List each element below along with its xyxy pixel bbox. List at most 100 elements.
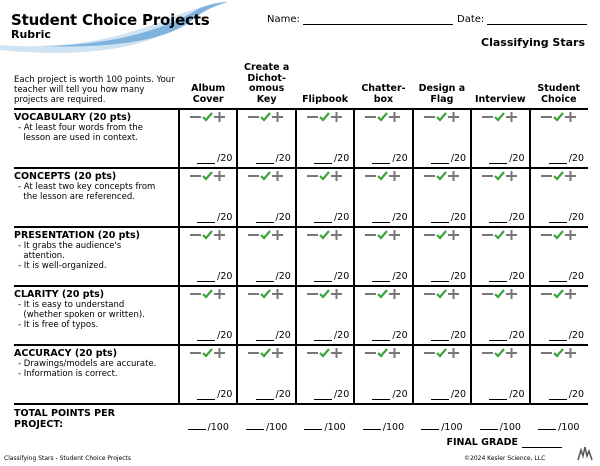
points-blank[interactable] (430, 154, 449, 164)
minus-icon[interactable] (423, 230, 435, 240)
points-blank[interactable] (255, 272, 274, 282)
minus-icon[interactable] (190, 348, 201, 358)
plus-icon[interactable] (389, 171, 401, 181)
plus-icon[interactable] (506, 171, 518, 181)
plus-icon[interactable] (564, 230, 576, 240)
check-icon[interactable] (435, 348, 447, 358)
plus-icon[interactable] (214, 289, 225, 299)
plus-icon[interactable] (214, 348, 225, 358)
plus-icon[interactable] (564, 348, 576, 358)
check-icon[interactable] (260, 112, 272, 122)
plus-icon[interactable] (447, 348, 459, 358)
check-icon[interactable] (260, 348, 272, 358)
total-blank[interactable] (538, 420, 557, 430)
minus-icon[interactable] (306, 171, 318, 181)
points-blank[interactable] (313, 331, 332, 341)
plus-icon[interactable] (564, 171, 576, 181)
minus-icon[interactable] (190, 112, 201, 122)
check-icon[interactable] (319, 112, 330, 122)
check-icon[interactable] (377, 230, 389, 240)
total-blank[interactable] (479, 420, 498, 430)
minus-icon[interactable] (365, 112, 377, 122)
minus-icon[interactable] (365, 171, 377, 181)
check-icon[interactable] (552, 348, 564, 358)
check-icon[interactable] (494, 171, 505, 181)
points-blank[interactable] (548, 331, 567, 341)
points-blank[interactable] (313, 390, 332, 400)
points-blank[interactable] (313, 154, 332, 164)
minus-icon[interactable] (190, 230, 201, 240)
minus-icon[interactable] (248, 112, 260, 122)
minus-icon[interactable] (423, 112, 435, 122)
points-blank[interactable] (372, 390, 391, 400)
check-icon[interactable] (319, 171, 330, 181)
plus-icon[interactable] (214, 171, 225, 181)
minus-icon[interactable] (190, 171, 201, 181)
plus-icon[interactable] (564, 112, 576, 122)
check-icon[interactable] (552, 112, 564, 122)
plus-icon[interactable] (330, 348, 342, 358)
plus-icon[interactable] (506, 289, 518, 299)
plus-icon[interactable] (389, 289, 401, 299)
minus-icon[interactable] (423, 171, 435, 181)
plus-icon[interactable] (214, 112, 225, 122)
points-blank[interactable] (489, 390, 508, 400)
check-icon[interactable] (377, 112, 389, 122)
plus-icon[interactable] (564, 289, 576, 299)
total-blank[interactable] (304, 420, 323, 430)
minus-icon[interactable] (306, 348, 318, 358)
points-blank[interactable] (313, 272, 332, 282)
points-blank[interactable] (489, 154, 508, 164)
minus-icon[interactable] (540, 289, 552, 299)
points-blank[interactable] (489, 213, 508, 223)
points-blank[interactable] (430, 390, 449, 400)
check-icon[interactable] (552, 289, 564, 299)
check-icon[interactable] (260, 171, 272, 181)
check-icon[interactable] (435, 112, 447, 122)
plus-icon[interactable] (272, 230, 284, 240)
plus-icon[interactable] (272, 348, 284, 358)
points-blank[interactable] (197, 154, 216, 164)
points-blank[interactable] (372, 331, 391, 341)
date-field[interactable]: Date: (457, 13, 588, 25)
check-icon[interactable] (494, 112, 505, 122)
plus-icon[interactable] (272, 171, 284, 181)
minus-icon[interactable] (540, 348, 552, 358)
check-icon[interactable] (377, 171, 389, 181)
minus-icon[interactable] (248, 171, 260, 181)
check-icon[interactable] (552, 230, 564, 240)
total-blank[interactable] (362, 420, 381, 430)
minus-icon[interactable] (248, 230, 260, 240)
minus-icon[interactable] (423, 348, 435, 358)
points-blank[interactable] (197, 272, 216, 282)
check-icon[interactable] (202, 230, 213, 240)
minus-icon[interactable] (540, 230, 552, 240)
check-icon[interactable] (202, 171, 213, 181)
points-blank[interactable] (255, 331, 274, 341)
points-blank[interactable] (197, 331, 216, 341)
minus-icon[interactable] (482, 171, 494, 181)
plus-icon[interactable] (447, 230, 459, 240)
minus-icon[interactable] (306, 230, 318, 240)
check-icon[interactable] (494, 289, 505, 299)
minus-icon[interactable] (248, 348, 260, 358)
points-blank[interactable] (489, 331, 508, 341)
name-line[interactable] (302, 13, 453, 25)
plus-icon[interactable] (330, 289, 342, 299)
points-blank[interactable] (372, 154, 391, 164)
points-blank[interactable] (430, 331, 449, 341)
check-icon[interactable] (319, 230, 330, 240)
check-icon[interactable] (202, 112, 213, 122)
minus-icon[interactable] (423, 289, 435, 299)
points-blank[interactable] (430, 213, 449, 223)
check-icon[interactable] (494, 230, 505, 240)
minus-icon[interactable] (365, 348, 377, 358)
plus-icon[interactable] (272, 112, 284, 122)
points-blank[interactable] (548, 213, 567, 223)
plus-icon[interactable] (389, 348, 401, 358)
check-icon[interactable] (377, 348, 389, 358)
check-icon[interactable] (260, 289, 272, 299)
points-blank[interactable] (197, 213, 216, 223)
minus-icon[interactable] (482, 289, 494, 299)
minus-icon[interactable] (365, 289, 377, 299)
